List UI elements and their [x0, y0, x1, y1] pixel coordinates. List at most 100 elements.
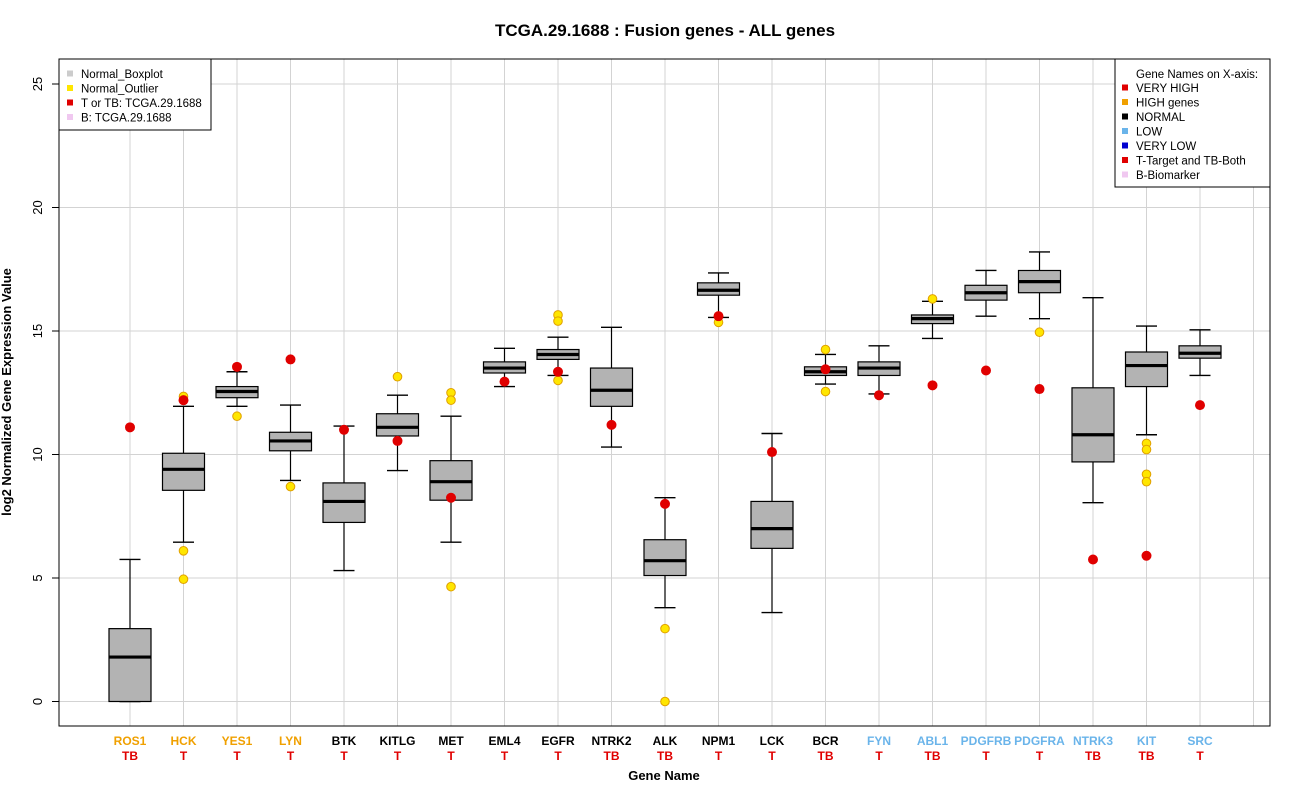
outlier-point: [178, 546, 189, 556]
legend-swatch: [1122, 84, 1128, 91]
outlier-point: [232, 411, 242, 422]
box-iqr: [375, 413, 420, 437]
box-iqr: [750, 500, 794, 549]
box-iqr: [161, 452, 206, 491]
sample-point: [392, 435, 403, 446]
gene-tag-label: TB: [604, 749, 620, 763]
sample-point: [606, 419, 617, 430]
box-fyn: [857, 345, 901, 401]
gene-name-label: KIT: [1137, 734, 1157, 748]
gene-name-label: BTK: [332, 734, 357, 748]
outlier-point: [392, 371, 403, 382]
box-ntrk2: [589, 326, 634, 448]
sample-point: [981, 365, 991, 376]
legend-label: VERY HIGH: [1136, 83, 1199, 95]
outlier-point: [820, 386, 831, 397]
outlier-point: [1141, 476, 1152, 487]
gene-tag-label: T: [233, 749, 241, 763]
legend-gene-levels: Gene Names on X-axis: VERY HIGH HIGH genes…: [1114, 58, 1271, 188]
sample-point: [1195, 400, 1205, 411]
gene-tag-label: T: [715, 749, 723, 763]
outlier-point: [446, 581, 456, 592]
gene-tag-label: T: [394, 749, 402, 763]
outlier-point: [1141, 444, 1152, 455]
legend-swatch: [1122, 157, 1128, 163]
outlier-point: [553, 375, 563, 386]
outlier-point: [1034, 327, 1045, 338]
gene-tag-label: T: [447, 749, 455, 763]
gene-name-label: NPM1: [702, 734, 736, 748]
gene-tag-label: T: [180, 749, 188, 763]
x-axis-title: Gene Name: [628, 768, 700, 783]
gene-tag-label: TB: [1085, 749, 1101, 763]
gene-tag-label: TB: [818, 749, 834, 763]
box-ntrk3: [1071, 296, 1115, 565]
legend-label: VERY LOW: [1136, 141, 1196, 153]
box-alk: [643, 497, 687, 707]
box-series: [108, 251, 1222, 707]
box-hck: [161, 391, 206, 585]
y-axis: 0 5 10 15 20 25: [30, 77, 59, 705]
sample-point: [285, 354, 296, 365]
gene-name-label: LCK: [760, 734, 785, 748]
legend-label: B-Biomarker: [1136, 170, 1200, 182]
box-npm1: [696, 272, 741, 328]
gene-tag-label: T: [875, 749, 883, 763]
gene-name-label: KITLG: [380, 734, 416, 748]
legend-label: T or TB: TCGA.29.1688: [81, 98, 202, 110]
box-btk: [322, 424, 366, 572]
gene-name-label: SRC: [1187, 734, 1213, 748]
sample-point: [1141, 550, 1152, 561]
sample-point: [927, 380, 938, 391]
legend-label: NORMAL: [1136, 112, 1186, 124]
gene-tag-label: T: [554, 749, 562, 763]
sample-point: [713, 311, 724, 322]
gene-tag-label: T: [1036, 749, 1044, 763]
box-iqr: [643, 539, 687, 577]
box-iqr: [108, 628, 152, 703]
box-met: [429, 387, 473, 592]
outlier-point: [446, 395, 456, 405]
sample-point: [499, 376, 510, 387]
sample-point: [446, 492, 456, 503]
gene-tag-label: TB: [122, 749, 138, 763]
sample-point: [339, 424, 349, 435]
legend-swatch: [67, 99, 73, 106]
legend-title: Gene Names on X-axis:: [1136, 69, 1258, 81]
y-tick-label: 10: [30, 447, 45, 461]
legend-sample-types: Normal_Boxplot Normal_Outlier T or TB: TCG…: [58, 58, 212, 131]
sample-point: [232, 361, 242, 372]
gene-name-label: PDGFRB: [961, 734, 1012, 748]
legend-swatch: [1122, 99, 1128, 105]
sample-point: [874, 390, 884, 401]
gene-tag-label: T: [340, 749, 348, 763]
legend-label: Normal_Outlier: [81, 84, 158, 96]
outlier-point: [820, 344, 831, 355]
outlier-point: [178, 574, 189, 585]
y-tick-label: 20: [30, 200, 45, 214]
sample-point: [820, 364, 831, 375]
gene-name-label: YES1: [222, 734, 253, 748]
legend-label: LOW: [1136, 127, 1162, 139]
box-lyn: [268, 354, 313, 492]
box-lck: [750, 432, 794, 614]
outlier-point: [660, 696, 670, 707]
legend-swatch: [67, 70, 73, 77]
y-axis-title: log2 Normalized Gene Expression Value: [0, 268, 14, 516]
outlier-point: [927, 294, 938, 304]
legend-swatch: [67, 114, 73, 120]
gene-name-label: PDGFRA: [1014, 734, 1065, 748]
sample-point: [1088, 554, 1098, 565]
gene-name-label: ROS1: [114, 734, 147, 748]
x-axis-gene-labels: ROS1TBHCKTYES1TLYNTBTKTKITLGTMETTEML4TEG…: [114, 734, 1213, 763]
box-iqr: [1071, 387, 1115, 463]
legend-label: Normal_Boxplot: [81, 69, 164, 81]
legend-label: B: TCGA.29.1688: [81, 113, 172, 125]
box-iqr: [1124, 351, 1169, 388]
box-kit: [1124, 325, 1169, 561]
gene-name-label: BCR: [813, 734, 839, 748]
legend-swatch: [1122, 113, 1128, 120]
gene-tag-label: TB: [925, 749, 941, 763]
chart-title: TCGA.29.1688 : Fusion genes - ALL genes: [495, 21, 835, 40]
